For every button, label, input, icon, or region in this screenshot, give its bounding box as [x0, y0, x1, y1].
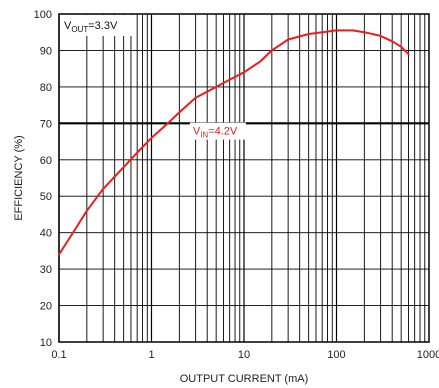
plot-frame	[58, 13, 430, 343]
condition-text: VOUT=3.3V	[64, 20, 118, 34]
y-axis-label: EFFICIENCY (%)	[13, 135, 25, 220]
y-tick-label: 20	[40, 301, 52, 313]
efficiency-curve	[58, 29, 410, 256]
x-tick-label: 0.1	[51, 349, 66, 361]
condition-prefix: V	[64, 20, 72, 32]
series-label-suffix: =4.2V	[208, 126, 238, 138]
condition-legend: VOUT=3.3V	[60, 15, 134, 36]
series-label-prefix: V	[193, 126, 201, 138]
x-tick-label: 1	[148, 349, 154, 361]
y-tick-label: 80	[40, 82, 52, 94]
series-label-bg	[189, 122, 246, 140]
x-tick-label: 1000	[417, 349, 439, 361]
condition-legend-box	[60, 15, 134, 36]
y-tick-label: 10	[40, 337, 52, 349]
y-tick-label: 60	[40, 155, 52, 167]
y-tick-label: 70	[40, 118, 52, 130]
tick-labels: 0.1 1 10 100 1000 10 20 30 40 50 60 70 80 90 100	[34, 9, 439, 361]
series-label: VIN=4.2V	[193, 126, 238, 140]
y-tick-label: 40	[40, 228, 52, 240]
condition-subscript: OUT	[71, 25, 88, 34]
y-tick-label: 30	[40, 264, 52, 276]
y-tick-label: 90	[40, 45, 52, 57]
x-axis-label: OUTPUT CURRENT (mA)	[180, 373, 309, 385]
series-label-subscript: IN	[200, 131, 208, 140]
y-tick-label: 100	[34, 9, 52, 21]
grid	[58, 13, 430, 343]
series-layer: VIN=4.2V	[58, 29, 410, 256]
x-tick-label: 100	[327, 349, 345, 361]
x-tick-label: 10	[238, 349, 250, 361]
condition-suffix: =3.3V	[88, 20, 118, 32]
y-tick-label: 50	[40, 191, 52, 203]
